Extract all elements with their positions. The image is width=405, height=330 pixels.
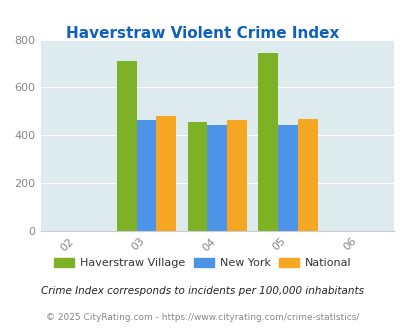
Bar <box>156 116 176 231</box>
Bar <box>297 118 317 231</box>
Bar <box>136 120 156 231</box>
Text: Crime Index corresponds to incidents per 100,000 inhabitants: Crime Index corresponds to incidents per… <box>41 286 364 296</box>
Bar <box>226 120 246 231</box>
Legend: Haverstraw Village, New York, National: Haverstraw Village, New York, National <box>50 253 355 273</box>
Text: © 2025 CityRating.com - https://www.cityrating.com/crime-statistics/: © 2025 CityRating.com - https://www.city… <box>46 313 359 322</box>
Bar <box>187 122 207 231</box>
Text: Haverstraw Violent Crime Index: Haverstraw Violent Crime Index <box>66 26 339 41</box>
Bar <box>258 53 277 231</box>
Bar <box>117 61 136 231</box>
Bar <box>207 124 226 231</box>
Bar <box>277 125 297 231</box>
